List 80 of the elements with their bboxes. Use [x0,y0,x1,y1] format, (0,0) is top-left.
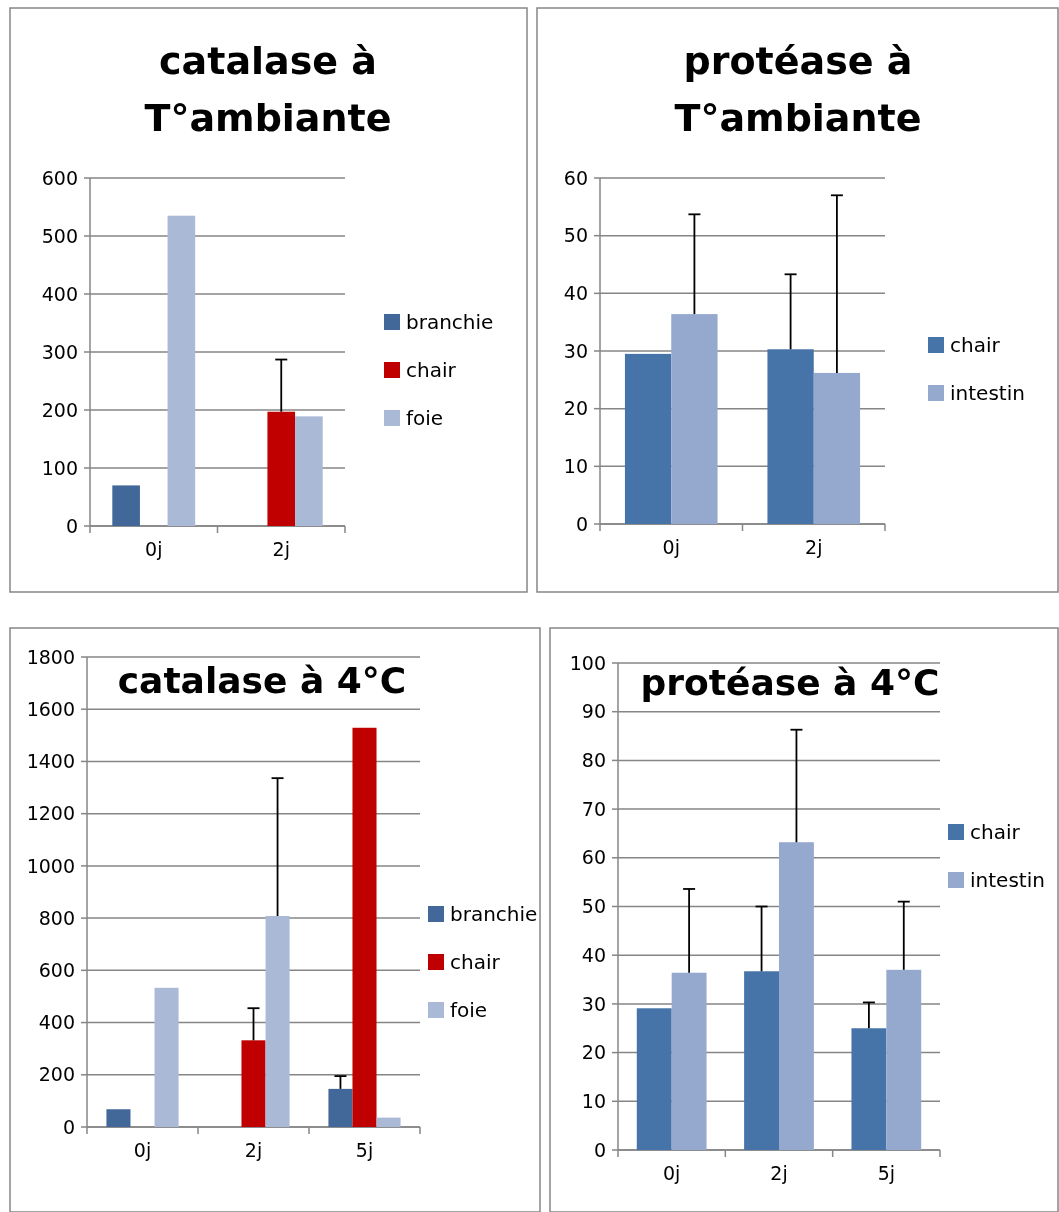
legend-label: foie [450,998,488,1022]
bar [886,969,922,1150]
y-tick-label: 60 [563,166,588,189]
y-tick-label: 400 [38,1011,75,1034]
bar [295,416,323,526]
chart-title: protéase à T°ambiante [674,39,922,140]
bar [376,1117,401,1127]
y-tick-label: 0 [575,512,588,535]
bar [328,1088,353,1127]
y-tick-label: 40 [563,281,588,304]
bar [154,987,179,1127]
y-tick-label: 30 [563,339,588,362]
y-tick-label: 100 [41,456,78,479]
x-tick-label: 2j [244,1139,263,1161]
chart-title: catalase à 4°C [117,660,407,701]
chart-title: catalase à T°ambiante [144,39,392,140]
legend-label: branchie [450,902,538,926]
y-tick-label: 30 [581,992,606,1015]
legend-label: chair [450,950,501,974]
y-tick-label: 10 [563,454,588,477]
y-tick-label: 50 [563,224,588,247]
bar [636,1008,672,1150]
bar [671,314,718,524]
bar [167,215,196,526]
legend-label: foie [406,406,444,430]
y-tick-label: 1200 [26,802,75,825]
y-tick-label: 0 [62,1115,75,1138]
x-tick-label: 0j [133,1139,152,1161]
bar [744,971,779,1150]
y-tick-label: 200 [38,1063,75,1086]
y-tick-label: 500 [41,224,78,247]
y-tick-label: 1600 [26,697,75,720]
chart-title: protéase à 4°C [640,662,940,703]
bar [106,1109,131,1127]
y-tick-label: 600 [41,166,78,189]
legend-label: chair [970,820,1021,844]
y-tick-label: 80 [581,749,606,772]
y-tick-label: 100 [569,651,606,674]
legend-label: chair [950,333,1001,357]
y-tick-label: 1000 [26,854,75,877]
y-tick-label: 0 [593,1138,606,1161]
x-tick-label: 0j [662,536,680,558]
y-tick-label: 600 [38,958,75,981]
bar [112,485,140,526]
y-tick-label: 10 [581,1089,606,1112]
bar [352,727,377,1127]
x-tick-label: 0j [662,1162,681,1184]
y-tick-label: 50 [581,895,606,918]
y-tick-label: 20 [563,397,588,420]
bar [267,411,296,526]
y-tick-label: 60 [581,846,606,869]
bar [851,1028,887,1150]
y-tick-label: 1400 [26,750,75,773]
legend-label: chair [406,358,457,382]
legend-label: intestin [970,868,1045,892]
bar [779,842,814,1150]
bar [813,372,861,524]
y-tick-label: 70 [581,797,606,820]
y-tick-label: 300 [41,340,78,363]
bar [624,353,672,524]
bar [265,916,290,1127]
y-tick-label: 200 [41,398,78,421]
legend-label: branchie [406,310,494,334]
x-tick-label: 5j [877,1162,896,1184]
y-tick-label: 40 [581,943,606,966]
y-tick-label: 400 [41,282,78,305]
y-tick-label: 800 [38,906,75,929]
y-tick-label: 0 [65,514,78,537]
legend-label: intestin [950,381,1025,405]
x-tick-label: 0j [145,538,163,560]
bar [671,972,707,1150]
x-tick-label: 5j [355,1139,374,1161]
x-tick-label: 2j [805,536,823,558]
y-tick-label: 1800 [26,645,75,668]
y-tick-label: 20 [581,1041,606,1064]
x-tick-label: 2j [272,538,290,560]
bar [767,349,814,524]
y-tick-label: 90 [581,700,606,723]
x-tick-label: 2j [770,1162,788,1184]
bar [241,1040,266,1127]
